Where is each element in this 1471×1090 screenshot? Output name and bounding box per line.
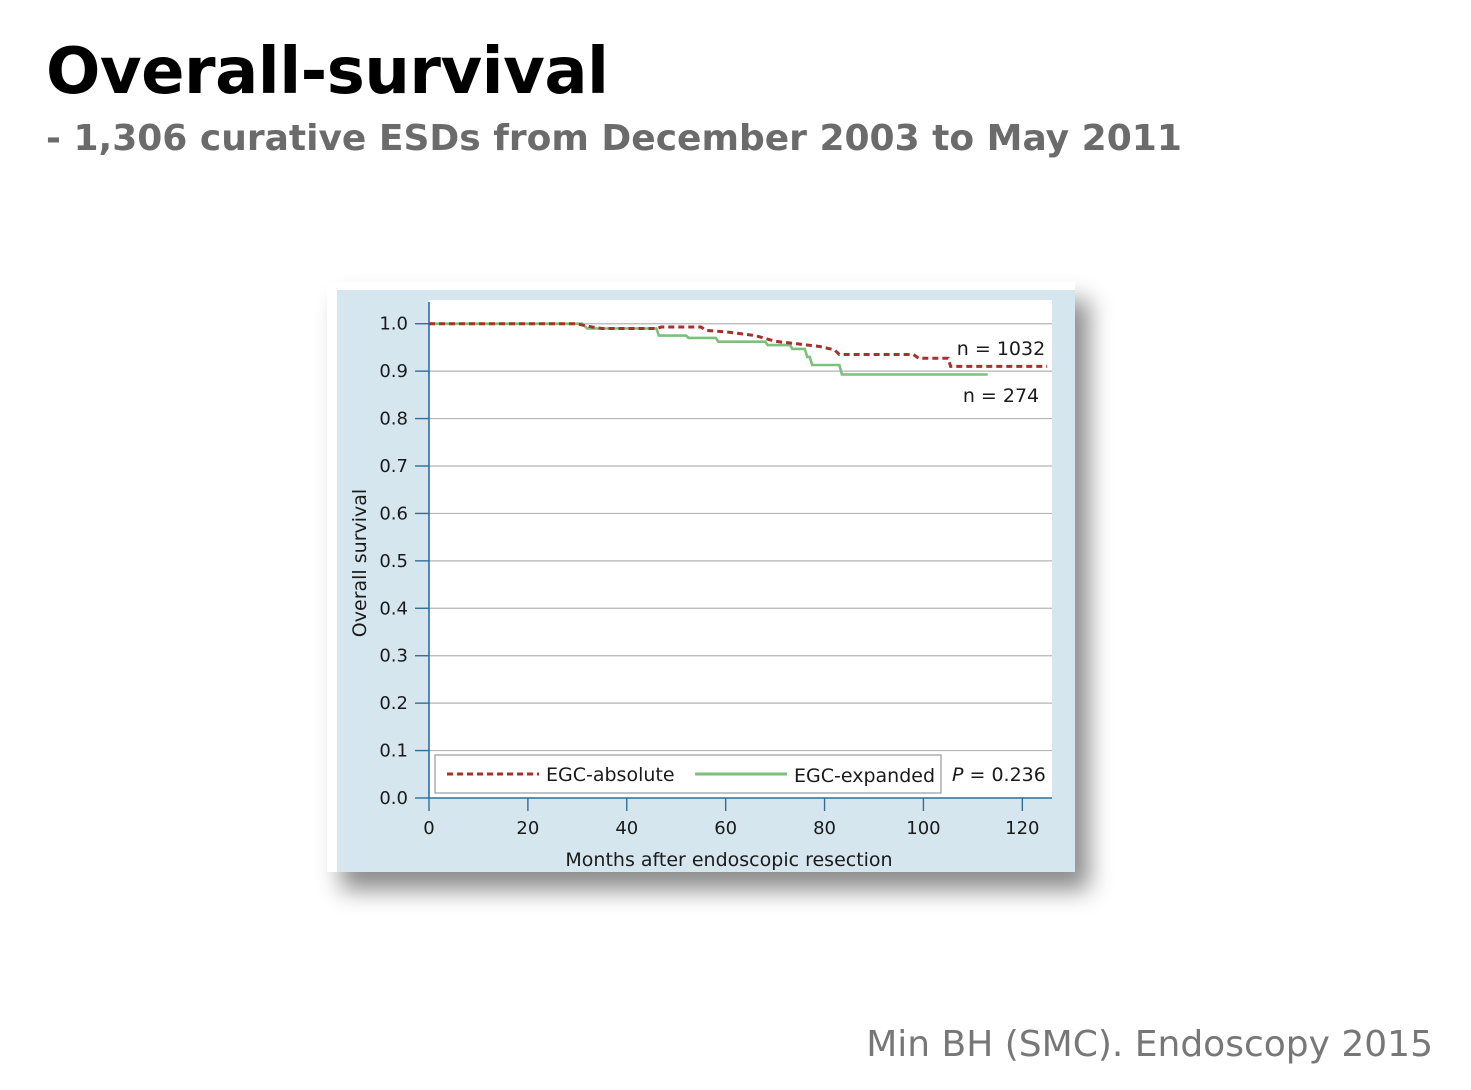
y-tick-label: 0.3 — [379, 646, 408, 667]
y-tick-label: 0.6 — [379, 503, 408, 524]
y-tick-label: 0.0 — [379, 788, 408, 809]
tick-labels: 0.0 0.1 0.2 0.3 0.4 0.5 0.6 0.7 0.8 0.9 1.0 0 20 40 60… — [379, 314, 1039, 839]
p-value: P = 0.236 — [952, 764, 1046, 786]
slide-title: Overall-survival — [46, 35, 609, 109]
x-tick-label: 20 — [516, 818, 539, 839]
citation: Min BH (SMC). Endoscopy 2015 — [866, 1024, 1433, 1065]
y-tick-label: 0.8 — [379, 409, 408, 430]
plot-area — [429, 300, 1052, 798]
y-tick-label: 0.2 — [379, 693, 408, 714]
x-tick-label: 120 — [1005, 818, 1039, 839]
x-tick-label: 0 — [423, 818, 434, 839]
legend-label-absolute: EGC-absolute — [546, 764, 675, 786]
slide-subtitle: - 1,306 curative ESDs from December 2003… — [46, 118, 1182, 159]
n-label-absolute: n = 1032 — [957, 338, 1045, 360]
series-line-egc-expanded — [429, 322, 988, 376]
gridlines — [429, 323, 1052, 752]
survival-figure: 0.0 0.1 0.2 0.3 0.4 0.5 0.6 0.7 0.8 0.9 1.0 0 20 40 60… — [327, 282, 1075, 872]
y-axis-label: Overall survival — [349, 489, 371, 637]
legend: EGC-absolute EGC-expanded P = 0.236 — [434, 754, 1046, 794]
series-line-egc-absolute — [429, 322, 1048, 368]
survival-chart: 0.0 0.1 0.2 0.3 0.4 0.5 0.6 0.7 0.8 0.9 1.0 0 20 40 60… — [337, 290, 1075, 872]
x-tick-label: 40 — [615, 818, 638, 839]
x-axis-label: Months after endoscopic resection — [565, 849, 892, 871]
x-tick-label: 80 — [813, 818, 836, 839]
x-tick-label: 100 — [906, 818, 940, 839]
y-tick-label: 0.4 — [379, 598, 408, 619]
survival-curves — [429, 322, 1048, 376]
y-tick-label: 0.7 — [379, 456, 408, 477]
x-tick-label: 60 — [714, 818, 737, 839]
axes — [428, 302, 1052, 799]
legend-label-expanded: EGC-expanded — [794, 765, 935, 787]
n-label-expanded: n = 274 — [963, 385, 1039, 407]
y-tick-label: 0.5 — [379, 551, 408, 572]
y-tick-label: 0.1 — [379, 741, 408, 762]
y-tick-label: 0.9 — [379, 361, 408, 382]
y-tick-label: 1.0 — [379, 314, 408, 335]
